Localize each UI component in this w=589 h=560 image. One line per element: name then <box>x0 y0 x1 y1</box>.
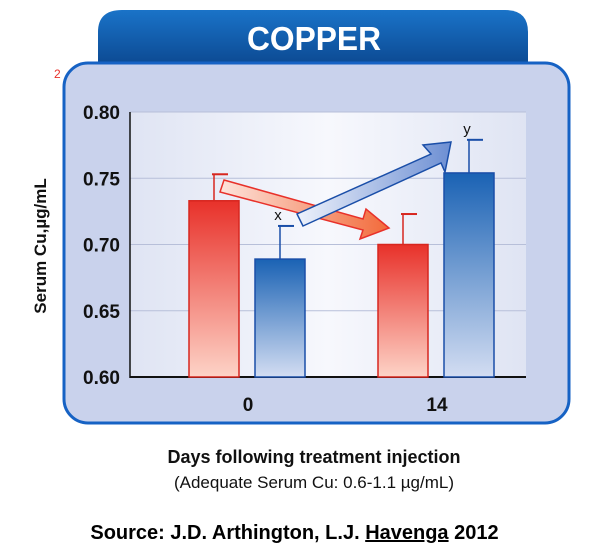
source-year: 2012 <box>448 522 499 544</box>
bar-annotations: xy <box>274 121 471 224</box>
decrease-arrow <box>219 179 391 241</box>
error-bars <box>212 138 483 260</box>
y-axis-title: Serum Cu,µg/mL <box>31 178 50 313</box>
y-tick-label: 0.70 <box>83 236 120 257</box>
source-author: Havenga <box>365 522 449 544</box>
x-tick-labels: 0 14 <box>243 395 448 416</box>
bar-red-0 <box>188 200 240 378</box>
annotation-x: x <box>274 207 282 224</box>
corner-label: 2 <box>54 67 61 81</box>
source-prefix: Source: J.D. Arthington, L.J. <box>90 522 366 544</box>
y-tick-label: 0.80 <box>83 103 120 124</box>
bar-blue-14 <box>443 172 495 378</box>
y-tick-label: 0.75 <box>83 169 120 190</box>
chart-subtitle: (Adequate Serum Cu: 0.6-1.1 µg/mL) <box>174 473 454 492</box>
increase-arrow <box>295 141 452 227</box>
x-tick-label: 0 <box>243 395 254 416</box>
x-axis-title: Days following treatment injection <box>167 447 460 467</box>
annotation-y: y <box>463 121 471 138</box>
bar-red-14 <box>377 243 429 378</box>
y-tick-labels: 0.60 0.65 0.70 0.75 0.80 <box>83 103 120 389</box>
bar-blue-0 <box>254 258 306 378</box>
y-tick-label: 0.65 <box>83 302 120 323</box>
chart-title: COPPER <box>247 20 381 57</box>
x-tick-label: 14 <box>426 395 448 416</box>
title-tab <box>98 10 528 64</box>
source-citation: Source: J.D. Arthington, L.J. Havenga 20… <box>0 522 589 545</box>
y-tick-label: 0.60 <box>83 368 120 389</box>
